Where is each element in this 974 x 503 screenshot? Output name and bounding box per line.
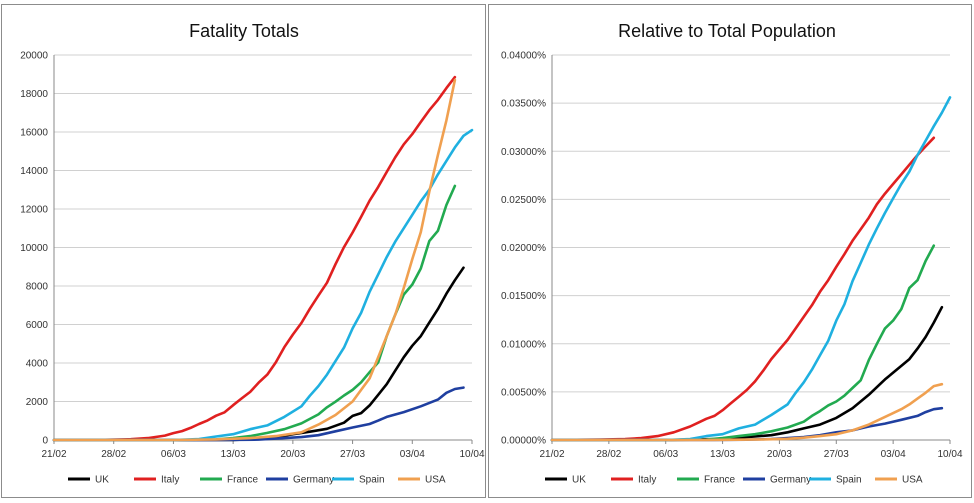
- x-tick-label: 10/04: [459, 449, 484, 460]
- x-tick-label: 20/03: [280, 449, 305, 460]
- y-tick-label: 0.01000%: [501, 339, 546, 350]
- y-tick-label: 0.03000%: [501, 147, 546, 158]
- series-line-usa: [550, 382, 944, 442]
- x-tick-label: 21/02: [539, 449, 564, 460]
- series-line-germany: [52, 386, 465, 442]
- y-tick-label: 20000: [20, 51, 48, 62]
- y-tick-label: 0.00000%: [501, 436, 546, 447]
- y-tick-label: 0.04000%: [501, 51, 546, 62]
- x-tick-label: 03/04: [400, 449, 425, 460]
- x-tick-label: 27/03: [824, 449, 849, 460]
- x-tick-label: 20/03: [767, 449, 792, 460]
- y-tick-label: 18000: [20, 89, 48, 100]
- x-tick-label: 21/02: [41, 449, 66, 460]
- legend-label-uk: UK: [572, 475, 586, 486]
- legend-label-germany: Germany: [770, 475, 811, 486]
- y-tick-label: 14000: [20, 166, 48, 177]
- legend-label-france: France: [227, 475, 259, 486]
- y-tick-label: 16000: [20, 128, 48, 139]
- y-tick-label: 6000: [26, 320, 49, 331]
- legend-label-spain: Spain: [359, 475, 385, 486]
- x-tick-label: 10/04: [937, 449, 962, 460]
- x-tick-label: 13/03: [221, 449, 246, 460]
- y-tick-label: 10000: [20, 243, 48, 254]
- legend-label-germany: Germany: [293, 475, 334, 486]
- y-tick-label: 2000: [26, 397, 49, 408]
- series-line-spain: [52, 128, 474, 442]
- y-tick-label: 0.01500%: [501, 291, 546, 302]
- legend-label-usa: USA: [425, 475, 446, 486]
- legend-label-usa: USA: [902, 475, 923, 486]
- series-line-uk: [550, 305, 944, 442]
- x-tick-label: 06/03: [161, 449, 186, 460]
- x-tick-label: 27/03: [340, 449, 365, 460]
- x-tick-label: 13/03: [710, 449, 735, 460]
- series-line-italy: [550, 136, 936, 442]
- relative-population-panel: Relative to Total Population 0.00000% 0.0…: [488, 4, 972, 498]
- relative-population-chart: Relative to Total Population 0.00000% 0.0…: [501, 21, 963, 486]
- y-tick-label: 4000: [26, 359, 49, 370]
- legend-label-france: France: [704, 475, 736, 486]
- y-tick-label: 12000: [20, 205, 48, 216]
- y-tick-label: 8000: [26, 282, 49, 293]
- series-line-italy: [52, 75, 457, 442]
- legend-label-italy: Italy: [638, 475, 656, 486]
- legend-label-spain: Spain: [836, 475, 862, 486]
- legend-label-uk: UK: [95, 475, 109, 486]
- y-tick-label: 0.00500%: [501, 387, 546, 398]
- fatality-totals-panel: Fatality Totals 0 2000 4000 6000 8000 10000 12…: [1, 4, 486, 498]
- series-line-france: [550, 244, 936, 442]
- x-tick-label: 06/03: [653, 449, 678, 460]
- series-line-spain: [550, 96, 952, 442]
- x-tick-label: 28/02: [596, 449, 621, 460]
- x-tick-label: 28/02: [101, 449, 126, 460]
- chart-title: Relative to Total Population: [618, 21, 836, 41]
- y-tick-label: 0.02500%: [501, 195, 546, 206]
- series-line-france: [52, 184, 457, 442]
- y-tick-label: 0: [42, 436, 48, 447]
- y-tick-label: 0.03500%: [501, 99, 546, 110]
- x-tick-label: 03/04: [881, 449, 906, 460]
- legend-label-italy: Italy: [161, 475, 179, 486]
- series-line-usa: [52, 78, 457, 442]
- chart-title: Fatality Totals: [189, 21, 299, 41]
- fatality-totals-chart: Fatality Totals 0 2000 4000 6000 8000 10000 12…: [20, 21, 485, 486]
- y-tick-label: 0.02000%: [501, 243, 546, 254]
